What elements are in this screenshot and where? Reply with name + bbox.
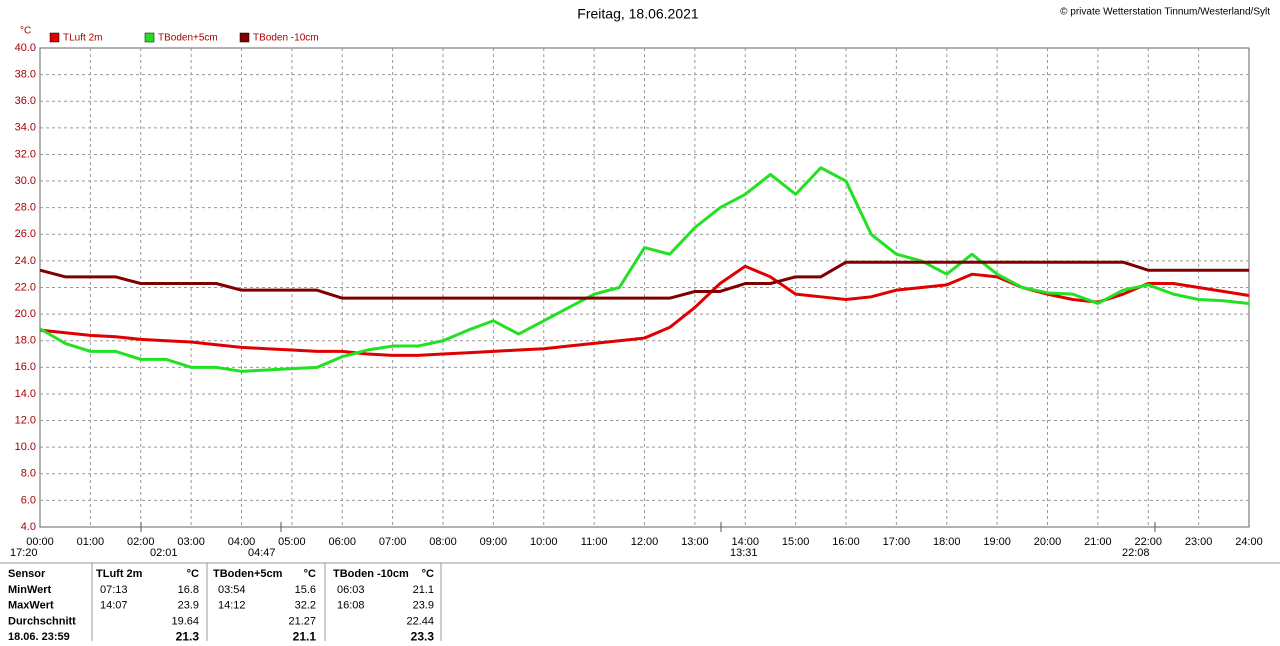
x-tick-label: 04:00 — [228, 536, 256, 548]
x-tick-label: 16:00 — [832, 536, 860, 548]
x-tick-label: 13:00 — [681, 536, 709, 548]
row-label: 18.06. 23:59 — [8, 631, 70, 641]
legend-swatch — [239, 32, 250, 43]
annotation: 22:08 — [1122, 547, 1150, 559]
x-tick-label: 14:00 — [731, 536, 759, 548]
cell-value: 22.44 — [406, 615, 434, 627]
y-tick-label: 22.0 — [15, 281, 36, 293]
x-tick-label: 08:00 — [429, 536, 457, 548]
series-line — [39, 260, 1249, 300]
table-header: °C — [304, 568, 316, 580]
legend-swatch — [144, 32, 155, 43]
cell-value: 21.1 — [293, 629, 317, 641]
cell-time: 07:13 — [100, 584, 128, 596]
x-tick-label: 02:00 — [127, 536, 155, 548]
cell-time: 16:08 — [337, 600, 365, 612]
cell-time: 14:07 — [100, 600, 128, 612]
y-tick-label: 16.0 — [15, 361, 36, 373]
x-tick-label: 03:00 — [177, 536, 205, 548]
y-axis-label: °C — [20, 26, 31, 37]
y-tick-label: 34.0 — [15, 122, 36, 134]
cell-value: 21.3 — [176, 629, 200, 641]
y-tick-label: 18.0 — [15, 335, 36, 347]
y-tick-label: 30.0 — [15, 175, 36, 187]
y-tick-label: 38.0 — [15, 69, 36, 81]
cell-value: 32.2 — [295, 600, 316, 612]
cell-value: 19.64 — [171, 615, 199, 627]
legend-label: TLuft 2m — [63, 33, 102, 44]
cell-time: 14:12 — [218, 600, 246, 612]
y-tick-label: 12.0 — [15, 414, 36, 426]
annotation: 13:31 — [730, 547, 758, 559]
x-tick-label: 09:00 — [480, 536, 508, 548]
cell-time: 06:03 — [337, 584, 365, 596]
x-tick-label: 18:00 — [933, 536, 961, 548]
legend-label: TBoden+5cm — [158, 33, 218, 44]
cell-value: 23.3 — [411, 629, 435, 641]
x-tick-label: 05:00 — [278, 536, 306, 548]
y-tick-label: 24.0 — [15, 255, 36, 267]
x-tick-label: 15:00 — [782, 536, 810, 548]
series-line — [39, 264, 1250, 357]
table-header: Sensor — [8, 568, 46, 580]
x-tick-label: 07:00 — [379, 536, 407, 548]
row-label: MinWert — [8, 584, 52, 596]
x-tick-label: 21:00 — [1084, 536, 1112, 548]
x-tick-label: 19:00 — [983, 536, 1011, 548]
x-tick-label: 10:00 — [530, 536, 558, 548]
y-tick-label: 6.0 — [21, 494, 36, 506]
x-tick-label: 23:00 — [1185, 536, 1213, 548]
legend-label: TBoden -10cm — [253, 33, 319, 44]
y-tick-label: 28.0 — [15, 202, 36, 214]
x-tick-label: 17:00 — [883, 536, 911, 548]
cell-value: 15.6 — [295, 584, 316, 596]
table-header: °C — [187, 568, 199, 580]
x-tick-label: 00:00 — [26, 536, 54, 548]
cell-value: 21.27 — [288, 615, 316, 627]
y-tick-label: 32.0 — [15, 148, 36, 160]
cell-value: 16.8 — [178, 584, 199, 596]
table-header: TBoden+5cm — [213, 568, 283, 580]
cell-time: 03:54 — [218, 584, 246, 596]
y-tick-label: 4.0 — [21, 521, 36, 533]
series-line — [39, 166, 1250, 373]
y-tick-label: 40.0 — [15, 42, 36, 54]
y-tick-label: 36.0 — [15, 95, 36, 107]
y-tick-label: 8.0 — [21, 468, 36, 480]
y-tick-label: 20.0 — [15, 308, 36, 320]
table-header: °C — [422, 568, 434, 580]
cell-value: 23.9 — [178, 600, 199, 612]
x-tick-label: 20:00 — [1034, 536, 1062, 548]
x-tick-label: 24:00 — [1235, 536, 1263, 548]
x-tick-label: 11:00 — [581, 536, 608, 548]
x-tick-label: 01:00 — [77, 536, 105, 548]
x-tick-label: 12:00 — [631, 536, 659, 548]
x-tick-label: 22:00 — [1134, 536, 1162, 548]
y-tick-label: 14.0 — [15, 388, 36, 400]
chart-title: Freitag, 18.06.2021 — [577, 6, 699, 22]
annotation: 17:20 — [10, 547, 38, 559]
y-tick-label: 26.0 — [15, 228, 36, 240]
credit: © private Wetterstation Tinnum/Westerlan… — [1060, 7, 1270, 18]
legend-swatch — [49, 32, 60, 43]
y-tick-label: 10.0 — [15, 441, 36, 453]
x-tick-label: 06:00 — [328, 536, 356, 548]
row-label: Durchschnitt — [8, 615, 76, 627]
annotation: 04:47 — [248, 547, 276, 559]
cell-value: 21.1 — [413, 584, 434, 596]
row-label: MaxWert — [8, 600, 54, 612]
table-header: TBoden -10cm — [333, 568, 409, 580]
table-header: TLuft 2m — [96, 568, 143, 580]
annotation: 02:01 — [150, 547, 178, 559]
cell-value: 23.9 — [413, 600, 434, 612]
